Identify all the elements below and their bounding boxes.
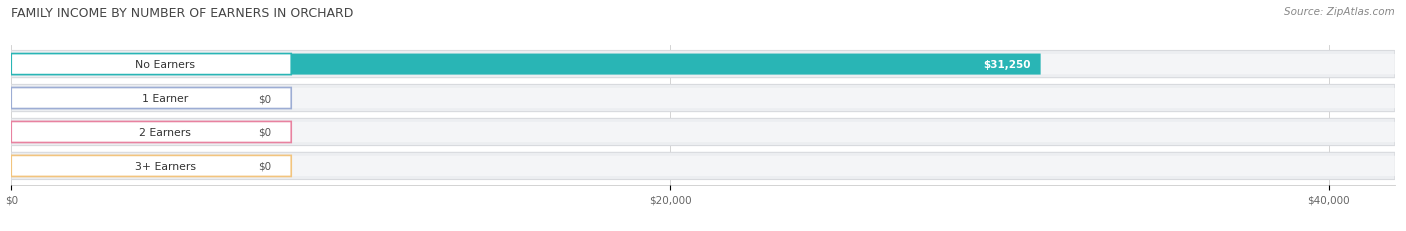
Text: 2 Earners: 2 Earners <box>139 128 191 137</box>
FancyBboxPatch shape <box>11 153 1395 180</box>
FancyBboxPatch shape <box>11 85 1395 112</box>
FancyBboxPatch shape <box>11 88 242 109</box>
Text: $31,250: $31,250 <box>983 60 1031 70</box>
Text: Source: ZipAtlas.com: Source: ZipAtlas.com <box>1284 7 1395 17</box>
FancyBboxPatch shape <box>11 51 1395 78</box>
Text: 1 Earner: 1 Earner <box>142 94 188 103</box>
Text: $0: $0 <box>259 161 271 171</box>
FancyBboxPatch shape <box>11 122 242 143</box>
FancyBboxPatch shape <box>11 156 1395 176</box>
Text: FAMILY INCOME BY NUMBER OF EARNERS IN ORCHARD: FAMILY INCOME BY NUMBER OF EARNERS IN OR… <box>11 7 354 20</box>
FancyBboxPatch shape <box>11 119 1395 146</box>
FancyBboxPatch shape <box>11 88 1395 109</box>
FancyBboxPatch shape <box>11 55 1395 75</box>
FancyBboxPatch shape <box>11 54 291 75</box>
Text: 3+ Earners: 3+ Earners <box>135 161 195 171</box>
Text: No Earners: No Earners <box>135 60 195 70</box>
FancyBboxPatch shape <box>11 156 242 177</box>
FancyBboxPatch shape <box>11 122 1395 143</box>
Text: $0: $0 <box>259 94 271 103</box>
FancyBboxPatch shape <box>11 122 291 143</box>
FancyBboxPatch shape <box>11 156 291 177</box>
FancyBboxPatch shape <box>11 88 291 109</box>
Text: $0: $0 <box>259 128 271 137</box>
FancyBboxPatch shape <box>11 54 1040 75</box>
